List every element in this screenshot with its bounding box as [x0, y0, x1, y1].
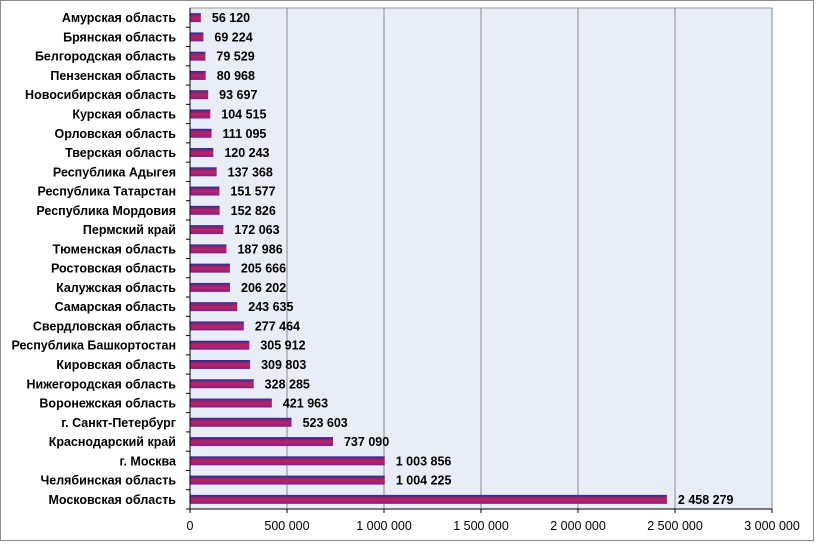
axes	[186, 8, 773, 513]
category-label: Республика Мордовия	[36, 204, 176, 218]
data-label: 1 004 225	[396, 474, 452, 488]
category-label: Республика Татарстан	[37, 185, 176, 199]
data-label: 421 963	[283, 397, 328, 411]
x-tick-label: 2 500 000	[647, 519, 703, 533]
bar	[190, 437, 333, 447]
data-label: 69 224	[214, 30, 252, 44]
bar	[190, 148, 214, 158]
data-label: 56 120	[212, 11, 250, 25]
bar	[190, 263, 230, 273]
x-tick-label: 0	[187, 519, 194, 533]
bar	[190, 109, 211, 119]
data-label: 80 968	[217, 69, 255, 83]
bar	[190, 128, 212, 138]
data-label: 206 202	[241, 281, 286, 295]
x-tick-label: 3 000 000	[744, 519, 800, 533]
data-label: 2 458 279	[678, 493, 734, 507]
bar	[190, 417, 292, 427]
data-label: 737 090	[344, 435, 389, 449]
x-tick-label: 1 500 000	[453, 519, 509, 533]
bar	[190, 32, 204, 42]
category-label: Ростовская область	[51, 262, 176, 276]
bar	[190, 321, 244, 331]
bar	[190, 90, 209, 100]
data-label: 137 368	[228, 165, 273, 179]
category-label: Московская область	[48, 493, 176, 507]
data-label: 151 577	[230, 185, 275, 199]
category-label: Челябинская область	[40, 474, 176, 488]
bar	[190, 475, 385, 485]
category-label: Орловская область	[55, 127, 177, 141]
bar	[190, 398, 272, 408]
bar	[190, 302, 238, 312]
bar	[190, 282, 231, 292]
x-tick-label: 1 000 000	[356, 519, 412, 533]
data-label: 205 666	[241, 262, 286, 276]
labels: 0 500 000 1 000 000 1 500 000 2 000 000 2 500…	[11, 11, 799, 533]
category-label: Белгородская область	[35, 50, 176, 64]
bar	[190, 70, 206, 80]
category-label: Нижегородская область	[26, 377, 176, 391]
data-label: 111 095	[223, 127, 267, 141]
category-label: Новосибирская область	[25, 88, 176, 102]
category-label: Свердловская область	[33, 319, 176, 333]
x-tick-label: 500 000	[264, 519, 309, 533]
category-label: Пермский край	[83, 223, 176, 237]
category-label: г. Санкт-Петербург	[61, 416, 176, 430]
bar	[190, 456, 385, 466]
category-label: г. Москва	[120, 454, 178, 468]
category-label: Брянская область	[63, 30, 176, 44]
category-label: Пензенская область	[50, 69, 176, 83]
category-label: Краснодарский край	[49, 435, 176, 449]
data-label: 172 063	[234, 223, 279, 237]
data-label: 93 697	[219, 88, 257, 102]
data-label: 328 285	[265, 377, 310, 391]
data-label: 120 243	[224, 146, 269, 160]
data-label: 152 826	[231, 204, 276, 218]
bars	[190, 13, 667, 504]
data-label: 79 529	[216, 50, 254, 64]
data-label: 1 003 856	[396, 454, 452, 468]
category-label: Тюменская область	[53, 242, 177, 256]
bar	[190, 244, 227, 254]
bar	[190, 167, 217, 177]
bar	[190, 186, 220, 196]
data-label: 277 464	[255, 319, 300, 333]
data-label: 187 986	[237, 242, 282, 256]
category-label: Кировская область	[56, 358, 176, 372]
bar	[190, 340, 250, 350]
bar	[190, 225, 224, 235]
category-label: Самарская область	[55, 300, 177, 314]
data-label: 104 515	[221, 107, 266, 121]
bar	[190, 205, 220, 215]
category-label: Тверская область	[65, 146, 176, 160]
data-label: 305 912	[260, 339, 305, 353]
data-label: 523 603	[303, 416, 348, 430]
bar	[190, 51, 206, 61]
bar	[190, 379, 254, 389]
category-label: Калужская область	[56, 281, 176, 295]
category-label: Амурская область	[62, 11, 176, 25]
category-label: Воронежская область	[39, 397, 176, 411]
category-label: Республика Башкортостан	[11, 339, 176, 353]
bar	[190, 359, 251, 369]
x-tick-label: 2 000 000	[550, 519, 606, 533]
category-label: Республика Адыгея	[53, 165, 176, 179]
bar	[190, 494, 667, 504]
data-label: 243 635	[248, 300, 293, 314]
data-label: 309 803	[261, 358, 306, 372]
bar	[190, 13, 201, 23]
category-label: Курская область	[72, 107, 176, 121]
